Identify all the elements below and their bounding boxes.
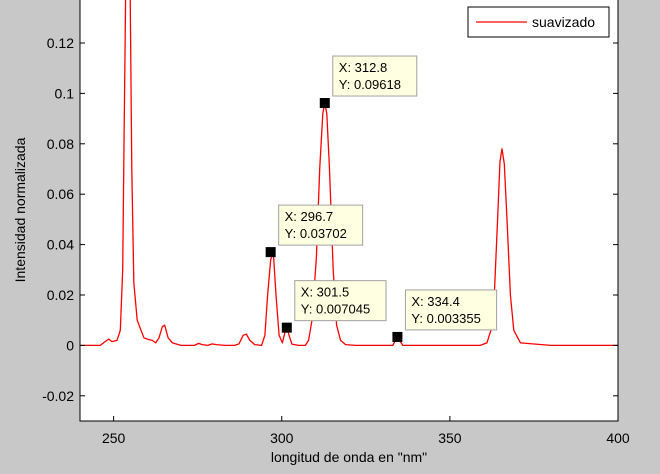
y-tick-label: 0 [66,337,74,353]
data-tip[interactable]: X: 312.8 Y: 0.09618 [319,55,418,109]
y-tick-label: 0.02 [47,287,74,303]
y-tick-label: 0.04 [47,237,74,253]
data-tip-marker[interactable] [281,322,292,333]
data-tip[interactable]: X: 334.4 Y: 0.003355 [392,289,498,342]
data-tips: X: 312.8 Y: 0.09618 X: 296.7 Y: 0.03702 X: 3… [265,55,498,342]
series-line-suavizado [80,0,618,347]
data-tip-x-label: X: 296.7 [285,209,333,224]
y-tick-label: 0.06 [47,186,74,202]
data-tip-marker[interactable] [319,98,330,109]
data-tip-marker[interactable] [392,331,403,342]
data-tip-x-label: X: 312.8 [339,60,387,75]
data-tip-y-label: Y: 0.09618 [339,77,401,92]
axis-ticks [80,42,619,421]
y-tick-label: -0.02 [42,388,74,404]
tick-labels: 250 300 350 400 -0.02 0 0.02 0.04 0.06 0.08 0.1 0.1… [42,35,630,446]
data-tip[interactable]: X: 296.7 Y: 0.03702 [265,204,364,258]
data-tip-y-label: Y: 0.007045 [301,302,370,317]
x-axis-label: longitud de onda en "nm" [271,449,427,465]
data-tip-marker[interactable] [265,247,276,258]
data-tip-box [278,204,364,246]
data-tip-box [404,289,498,331]
data-tip-box [294,280,387,322]
x-tick-label: 400 [606,430,630,446]
data-tip[interactable]: X: 301.5 Y: 0.007045 [281,280,387,333]
legend[interactable]: suavizado [467,6,610,38]
axes-frame [79,0,619,422]
y-tick-label: 0.12 [47,35,74,51]
y-tick-label: 0.1 [55,85,75,101]
y-axis-label: Intensidad normalizada [12,137,28,282]
x-tick-label: 300 [270,430,294,446]
data-tip-y-label: Y: 0.03702 [285,226,347,241]
data-tip-box [332,55,418,97]
data-tip-x-label: X: 301.5 [301,285,349,300]
legend-entry-label: suavizado [532,14,595,30]
data-tip-y-label: Y: 0.003355 [411,311,480,326]
x-tick-label: 350 [438,430,462,446]
x-tick-label: 250 [102,430,126,446]
data-tip-x-label: X: 334.4 [411,294,459,309]
y-tick-label: 0.08 [47,136,74,152]
